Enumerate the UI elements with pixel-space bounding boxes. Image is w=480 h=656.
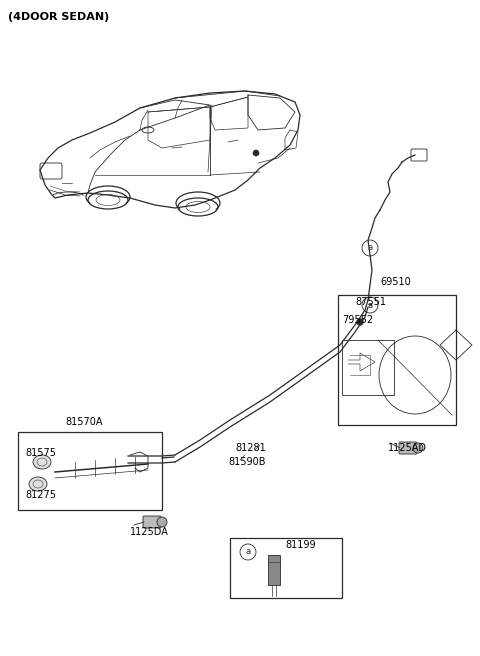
- Text: 87551: 87551: [355, 297, 386, 307]
- Circle shape: [157, 517, 167, 527]
- Bar: [18, 432, 162, 510]
- Text: 1125DA: 1125DA: [130, 527, 169, 537]
- Circle shape: [413, 443, 423, 453]
- Circle shape: [357, 319, 363, 325]
- Bar: [230, 538, 342, 598]
- Bar: [338, 295, 456, 425]
- Text: 81275: 81275: [25, 490, 56, 500]
- Polygon shape: [268, 555, 280, 585]
- Bar: [342, 340, 394, 395]
- Text: 81570A: 81570A: [65, 417, 103, 427]
- Text: 81281: 81281: [235, 443, 266, 453]
- Ellipse shape: [142, 127, 154, 133]
- FancyBboxPatch shape: [143, 516, 161, 528]
- Circle shape: [253, 150, 259, 156]
- Text: a: a: [245, 548, 251, 556]
- Text: 81199: 81199: [285, 540, 316, 550]
- Text: 81575: 81575: [25, 448, 56, 458]
- Text: 69510: 69510: [380, 277, 411, 287]
- Ellipse shape: [33, 455, 51, 469]
- Text: 1125AD: 1125AD: [388, 443, 427, 453]
- Text: 81590B: 81590B: [228, 457, 265, 467]
- Text: 79552: 79552: [342, 315, 373, 325]
- FancyBboxPatch shape: [399, 442, 417, 454]
- Text: a: a: [367, 243, 372, 253]
- Text: (4DOOR SEDAN): (4DOOR SEDAN): [8, 12, 109, 22]
- Ellipse shape: [29, 477, 47, 491]
- Text: a: a: [367, 300, 372, 310]
